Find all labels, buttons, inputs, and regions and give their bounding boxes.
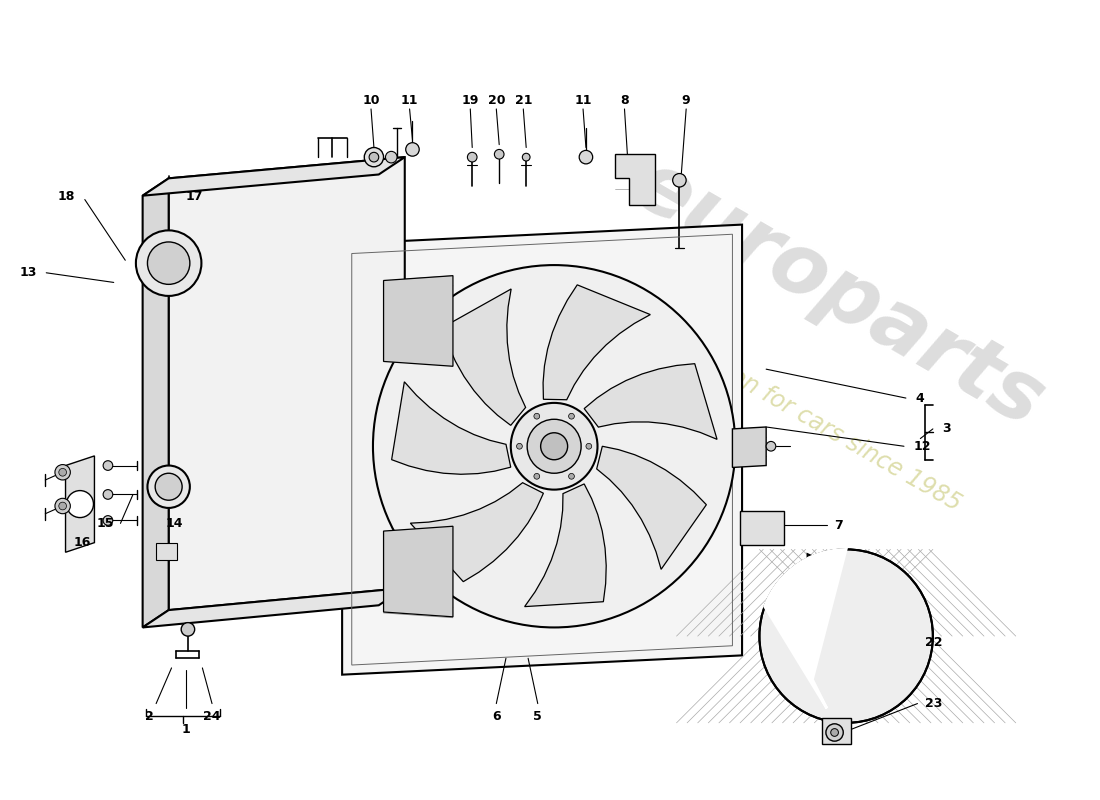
Text: europarts: europarts [618, 144, 1058, 444]
Text: 7: 7 [835, 518, 844, 532]
Circle shape [586, 443, 592, 449]
Text: 18: 18 [58, 190, 75, 203]
Text: 9: 9 [682, 94, 691, 106]
Bar [740, 511, 783, 545]
Text: 11: 11 [574, 94, 592, 106]
Polygon shape [143, 178, 168, 627]
Circle shape [103, 461, 113, 470]
Text: 2: 2 [145, 710, 154, 722]
Circle shape [155, 474, 183, 500]
Circle shape [569, 474, 574, 479]
Text: 14: 14 [166, 517, 184, 530]
Text: 1: 1 [182, 723, 190, 736]
Circle shape [406, 142, 419, 156]
Circle shape [468, 152, 477, 162]
Circle shape [55, 498, 70, 514]
Text: 20: 20 [487, 94, 505, 106]
Circle shape [58, 502, 66, 510]
Text: 21: 21 [515, 94, 532, 106]
Circle shape [370, 152, 378, 162]
Circle shape [527, 419, 581, 474]
Polygon shape [733, 427, 767, 467]
Text: 10: 10 [362, 94, 380, 106]
Polygon shape [525, 484, 606, 606]
Circle shape [364, 147, 384, 166]
Polygon shape [143, 588, 405, 627]
Polygon shape [807, 554, 925, 646]
Circle shape [66, 490, 94, 518]
Circle shape [673, 174, 686, 187]
Circle shape [826, 724, 844, 741]
Circle shape [580, 150, 593, 164]
Text: 17: 17 [186, 190, 204, 203]
Polygon shape [384, 526, 453, 617]
Polygon shape [384, 276, 453, 366]
Text: 16: 16 [74, 536, 90, 549]
Text: 11: 11 [400, 94, 418, 106]
Text: a passion for cars since 1985: a passion for cars since 1985 [653, 322, 965, 516]
Circle shape [830, 729, 838, 736]
Polygon shape [410, 482, 543, 582]
Text: 23: 23 [925, 697, 943, 710]
Polygon shape [764, 550, 846, 708]
Text: 3: 3 [943, 422, 951, 435]
Text: 13: 13 [19, 266, 36, 279]
Polygon shape [392, 382, 510, 474]
Circle shape [147, 242, 190, 284]
Text: 5: 5 [534, 710, 542, 722]
Bar [156, 542, 177, 560]
Circle shape [182, 622, 195, 636]
Polygon shape [168, 157, 405, 610]
Polygon shape [615, 154, 656, 206]
Text: 22: 22 [925, 636, 943, 650]
Circle shape [103, 490, 113, 499]
Polygon shape [543, 285, 650, 400]
Circle shape [569, 414, 574, 419]
Circle shape [55, 465, 70, 480]
Circle shape [522, 154, 530, 161]
Circle shape [534, 474, 540, 479]
Circle shape [147, 466, 190, 508]
Text: 4: 4 [915, 391, 924, 405]
Polygon shape [822, 718, 851, 744]
Circle shape [767, 442, 775, 451]
Polygon shape [596, 446, 706, 570]
Circle shape [510, 403, 597, 490]
Circle shape [517, 443, 522, 449]
Text: 6: 6 [492, 710, 500, 722]
Circle shape [385, 151, 397, 163]
Circle shape [373, 265, 735, 627]
Polygon shape [66, 456, 95, 552]
Circle shape [58, 469, 66, 476]
Circle shape [759, 550, 933, 723]
Polygon shape [584, 364, 717, 439]
Circle shape [540, 433, 568, 460]
Circle shape [534, 414, 540, 419]
Text: 24: 24 [204, 710, 221, 722]
Circle shape [103, 516, 113, 526]
Polygon shape [442, 289, 526, 426]
Text: 15: 15 [96, 517, 113, 530]
Text: 19: 19 [462, 94, 478, 106]
Polygon shape [143, 157, 405, 196]
Circle shape [494, 150, 504, 159]
Circle shape [136, 230, 201, 296]
Text: 12: 12 [914, 440, 931, 453]
Text: 8: 8 [620, 94, 629, 106]
Polygon shape [342, 225, 742, 674]
